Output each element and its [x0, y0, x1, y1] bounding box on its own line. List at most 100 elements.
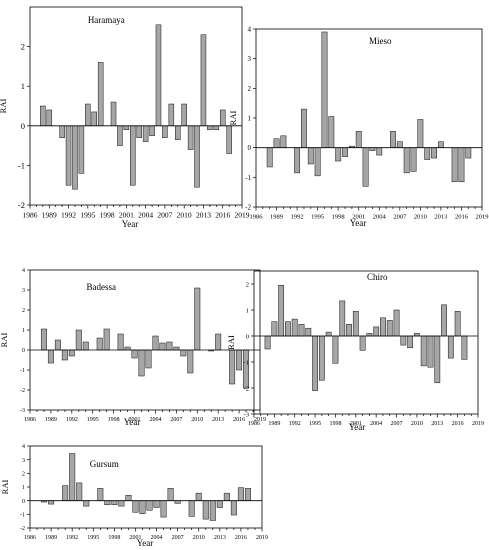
bar-1998 [111, 500, 118, 506]
y-tick-label: -1 [244, 359, 249, 366]
y-tick-label: 1 [246, 307, 249, 314]
bar-2010 [417, 119, 424, 148]
bar-2013 [216, 500, 223, 508]
bar-1990 [278, 285, 285, 337]
x-tick-label: 2004 [370, 421, 382, 427]
x-tick-label: 2007 [157, 211, 172, 220]
bar-2006 [386, 320, 393, 337]
x-tick-label: 1989 [268, 421, 280, 427]
bar-1992 [65, 125, 72, 186]
y-tick-label: 3 [248, 55, 252, 63]
bar-1992 [69, 453, 76, 501]
bar-1993 [72, 125, 78, 190]
x-tick-label: 2001 [129, 535, 141, 541]
y-axis-label: RAI [0, 99, 8, 114]
x-tick-label: 2013 [196, 211, 211, 220]
x-tick-label: 1989 [45, 535, 57, 541]
bar-2007 [162, 125, 168, 138]
bar-2010 [195, 492, 202, 501]
y-tick-label: 2 [248, 85, 252, 93]
bar-2002 [359, 335, 366, 351]
bar-2004 [152, 335, 159, 351]
chart-gursum: -2 -1 0 1 2 3 4 1986 1989 1992 1995 1998 2001 2004 200… [0, 444, 268, 548]
y-tick-label: 2 [21, 42, 25, 52]
x-axis-label: Year [350, 218, 367, 228]
bar-2014 [207, 125, 213, 131]
x-tick-label: 1995 [80, 211, 95, 220]
bar-2003 [369, 147, 376, 151]
bar-2003 [146, 500, 153, 511]
x-tick-label: 1986 [24, 417, 36, 423]
x-axis-label: Year [349, 422, 366, 432]
x-tick-label: 2016 [215, 211, 230, 220]
bar-2004 [376, 147, 383, 156]
x-tick-label: 1995 [309, 421, 321, 427]
bar-1995 [312, 335, 318, 391]
bar-2015 [229, 349, 236, 385]
bar-2009 [410, 147, 417, 172]
y-tick-label: 3 [22, 288, 25, 294]
bar-2017 [243, 349, 250, 389]
bar-1988 [266, 147, 273, 168]
x-tick-label: 2001 [352, 214, 365, 221]
x-tick-label: 2004 [149, 417, 161, 423]
plot-frame [29, 6, 243, 206]
bar-1992 [68, 349, 75, 357]
x-tick-label: 2004 [151, 535, 163, 541]
y-tick-label: 1 [22, 328, 25, 334]
plot-frame [253, 270, 479, 415]
bar-1993 [298, 324, 305, 337]
bar-1991 [62, 485, 69, 501]
bar-1999 [110, 101, 117, 127]
bar-2005 [380, 317, 386, 337]
y-tick-label: 4 [248, 25, 252, 33]
chart-title: Badessa [87, 282, 117, 292]
bar-2007 [174, 500, 181, 504]
x-tick-label: 2013 [212, 417, 224, 423]
y-tick-label: -1 [20, 512, 25, 518]
bar-2016 [236, 349, 243, 371]
bar-1996 [321, 31, 328, 148]
x-tick-label: 1992 [66, 417, 78, 423]
bar-1991 [59, 125, 65, 138]
x-axis-label: Year [122, 219, 139, 229]
x-tick-label: 2001 [119, 211, 134, 220]
bar-2012 [427, 335, 434, 368]
x-tick-label: 2013 [434, 214, 447, 221]
bar-1988 [264, 335, 271, 350]
x-tick-label: 2016 [233, 417, 245, 423]
chart-title: Mieso [369, 36, 392, 46]
bar-1993 [76, 482, 83, 501]
bar-1989 [271, 321, 278, 337]
chart-title: Gursum [90, 459, 119, 469]
bar-2002 [138, 349, 145, 377]
x-tick-label: 1992 [61, 211, 76, 220]
x-tick-label: 2007 [391, 421, 403, 427]
bar-2012 [431, 147, 437, 159]
bar-2005 [160, 500, 167, 518]
y-tick-label: 0 [22, 348, 25, 354]
bar-2012 [194, 125, 200, 188]
x-tick-label: 1995 [311, 214, 324, 221]
x-tick-label: 2010 [193, 535, 205, 541]
bar-2011 [187, 125, 194, 150]
bar-2012 [209, 500, 216, 521]
bar-2016 [219, 109, 226, 127]
bar-1996 [91, 111, 97, 127]
bar-2011 [424, 147, 431, 160]
bar-2000 [117, 125, 123, 146]
chart-title: Haramaya [88, 15, 125, 25]
y-tick-label: 2 [246, 281, 249, 288]
y-tick-label: 0 [22, 499, 25, 505]
x-tick-label: 2001 [129, 417, 141, 423]
bar-2017 [244, 488, 251, 501]
y-tick-label: 4 [22, 268, 25, 274]
bar-2006 [167, 488, 174, 501]
bar-1995 [314, 147, 321, 177]
x-tick-label: 2016 [235, 535, 247, 541]
bar-1997 [104, 500, 111, 506]
bar-2002 [130, 125, 136, 186]
x-tick-label: 1986 [23, 211, 38, 220]
bar-1990 [54, 339, 61, 351]
x-tick-label: 2019 [254, 417, 266, 423]
